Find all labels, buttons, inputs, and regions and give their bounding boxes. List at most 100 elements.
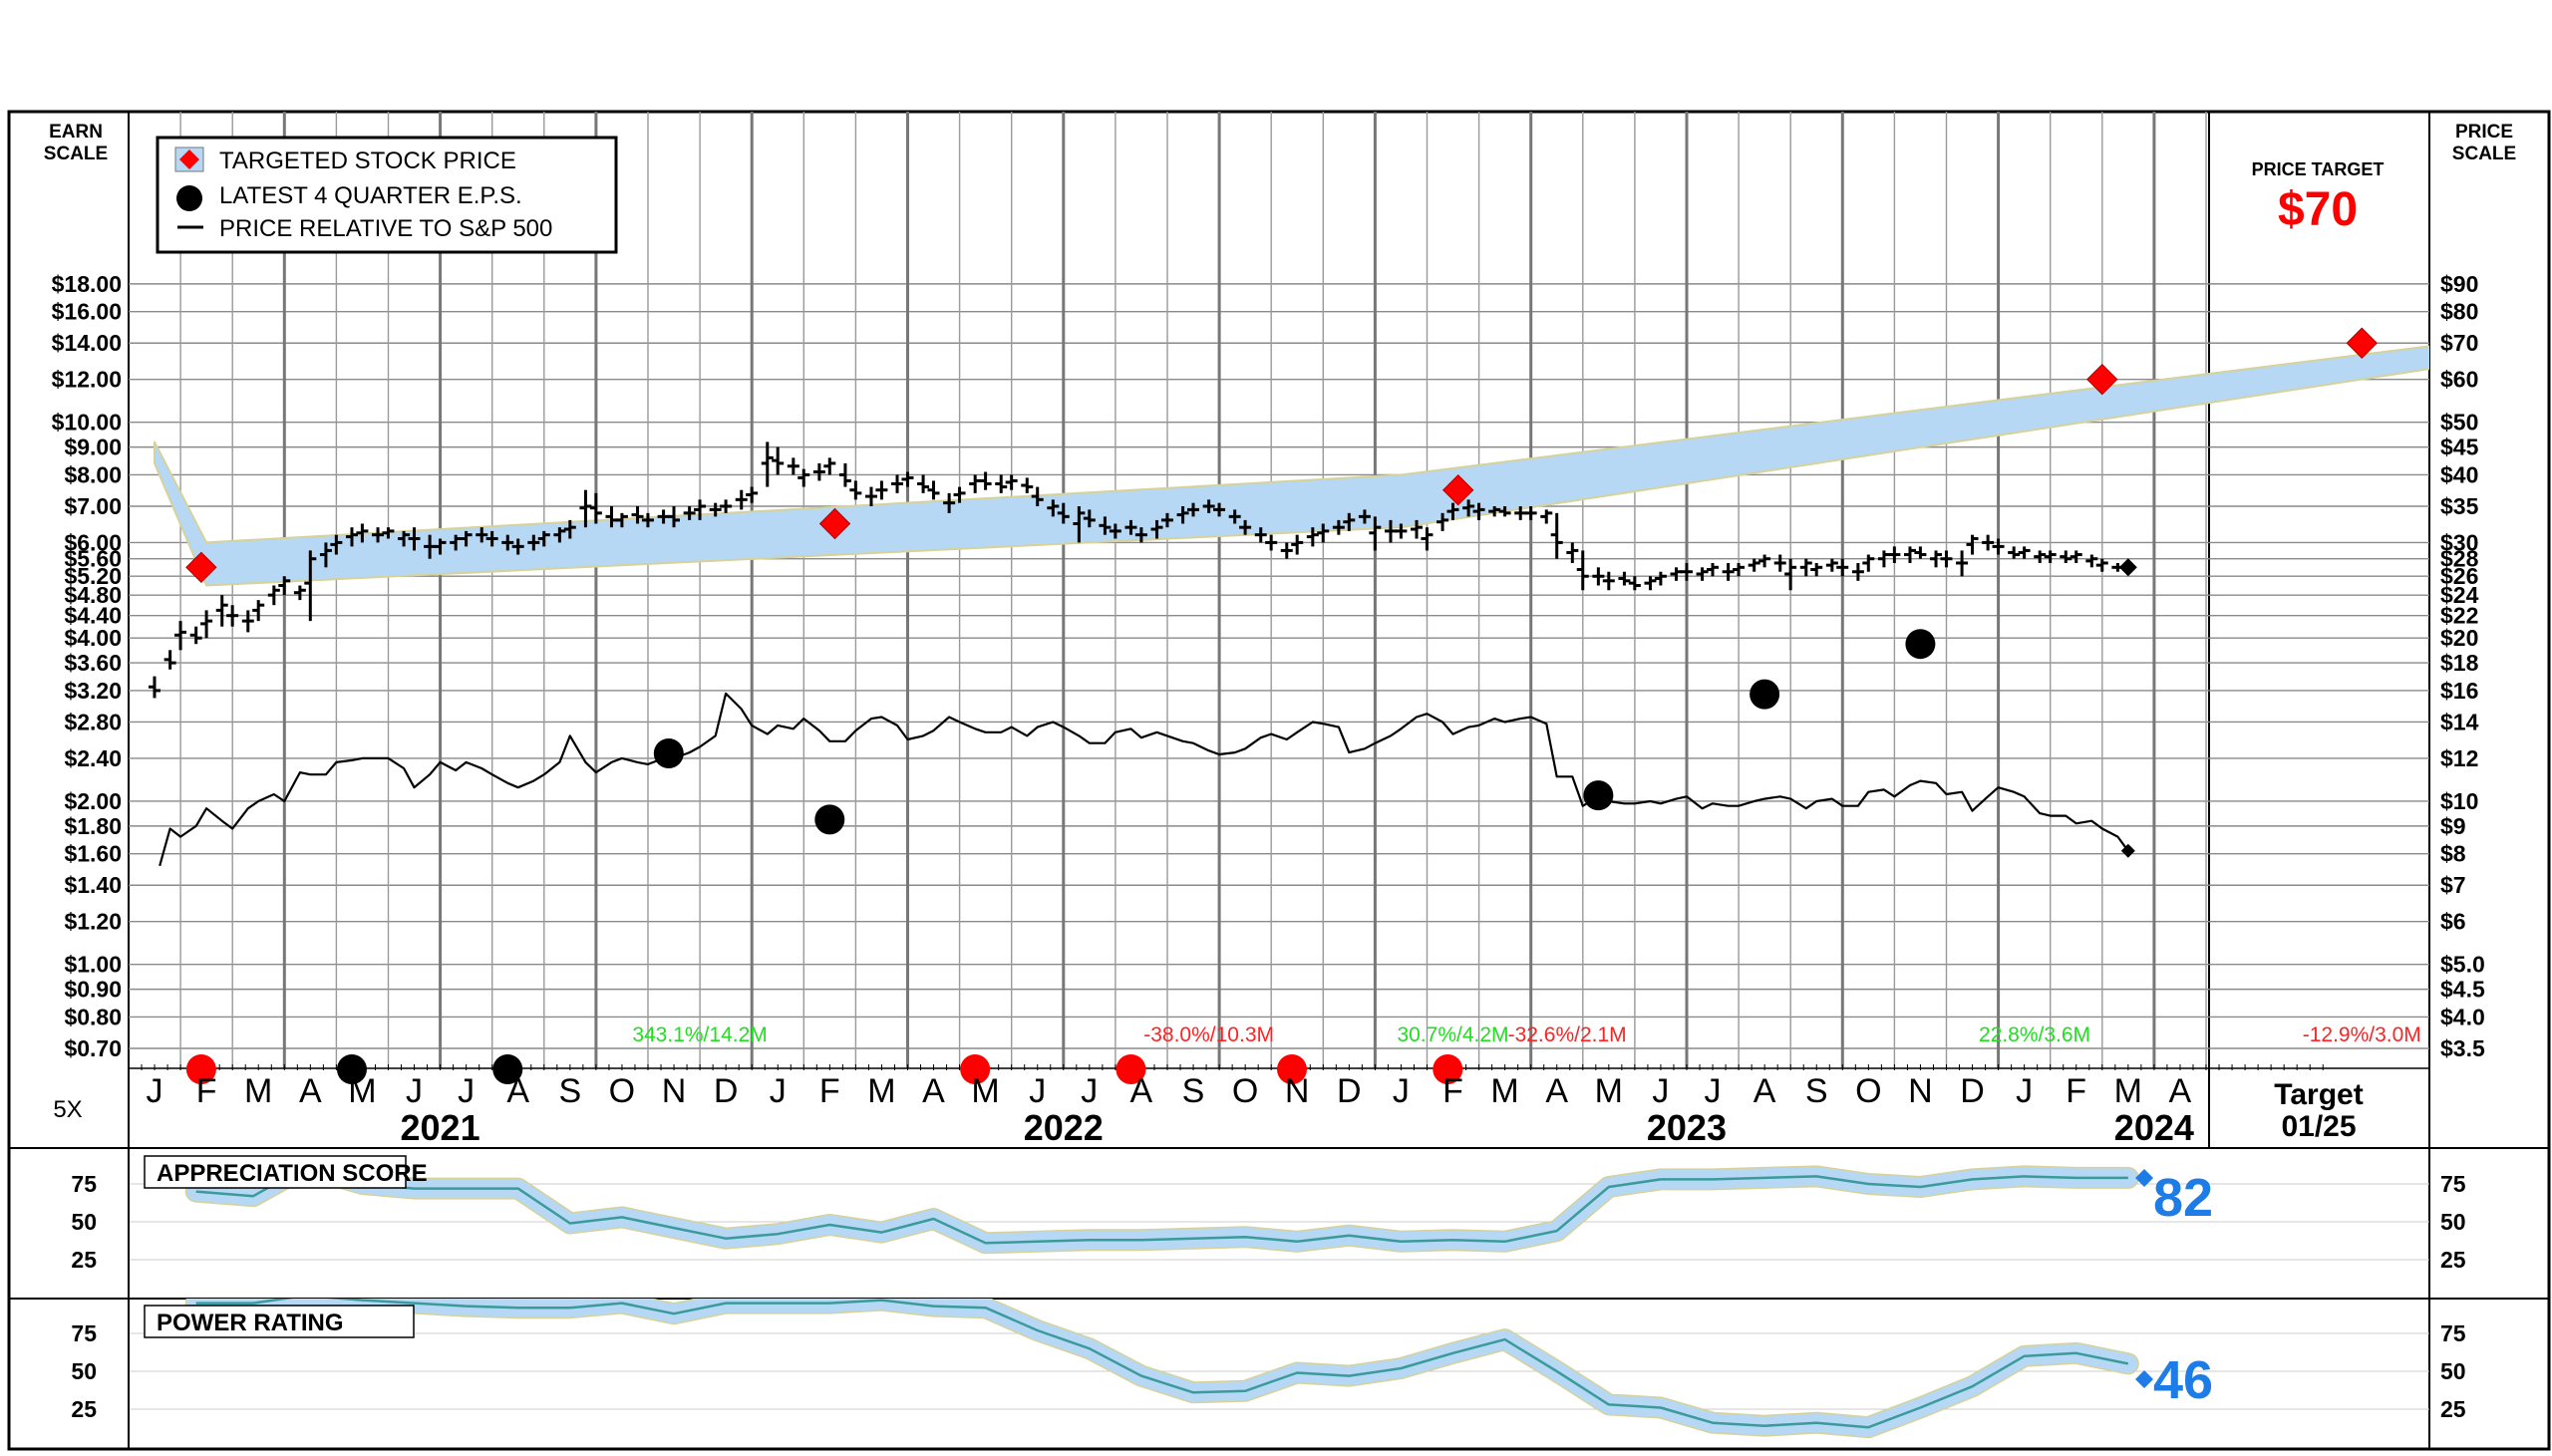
price-bar [1291,534,1304,555]
price-bar [1851,562,1864,581]
sub-right-tick: 25 [2440,1247,2466,1273]
month-label: M [971,1072,999,1110]
appreciation-latest-marker [2135,1169,2153,1187]
price-bar [668,506,680,528]
price-bar [1784,558,1797,591]
price-bar [1550,512,1563,559]
right-tick-label: $22 [2440,603,2478,629]
price-bar [2085,554,2098,568]
legend: TARGETED STOCK PRICE LATEST 4 QUARTER E.… [156,136,618,254]
price-bar [735,489,748,510]
price-bar [215,595,228,627]
price-bar [1966,534,1979,555]
price-bar [1306,527,1319,547]
power-latest-marker [2135,1370,2153,1388]
price-bar [1825,558,1838,572]
price-bar [537,530,550,547]
right-tick-label: $70 [2440,330,2478,356]
price-bar [1670,567,1683,581]
price-bar [995,474,1008,493]
left-tick-label: $4.40 [64,603,122,629]
appreciation-score-series-line [195,1166,2128,1245]
target-date-line1: Target [2274,1078,2363,1111]
sub-right-tick: 50 [2440,1358,2466,1384]
month-label: O [609,1072,635,1110]
event-dot [1276,1054,1307,1084]
power-rating-label: POWER RATING [157,1310,344,1336]
target-price-marker [818,507,851,540]
right-tick-label: $50 [2440,410,2478,436]
legend-box [156,136,618,254]
price-bar [1073,506,1086,543]
right-tick-label: $3.5 [2440,1035,2485,1061]
price-bar [683,506,696,520]
price-bar [589,492,602,524]
right-tick-label: $80 [2440,299,2478,325]
month-label: J [1652,1072,1669,1110]
price-bar [1592,567,1605,586]
target-band-area [154,345,2429,587]
right-tick-label: $20 [2440,625,2478,651]
right-axis-title-line2: SCALE [2452,144,2516,164]
volume-annotation: 343.1%/14.2M [632,1023,767,1046]
month-label: M [1490,1072,1518,1110]
price-bar [1940,550,1953,568]
right-tick-label: $30 [2440,529,2478,555]
price-bar [2008,546,2021,559]
right-tick-label: $26 [2440,563,2478,589]
power-label-box [144,1305,415,1338]
price-bar [1888,546,1901,563]
price-bar [812,462,825,481]
left-tick-label: $14.00 [52,330,122,356]
month-label: A [299,1072,322,1110]
right-tick-label: $28 [2440,546,2479,572]
price-bar [838,462,851,487]
power-rating-series-line [195,1299,2129,1429]
right-tick-label: $24 [2440,582,2479,608]
right-tick-label: $45 [2440,435,2479,460]
price-bar [641,512,654,528]
sub-left-tick: 75 [71,1171,97,1197]
right-tick-label: $18 [2440,650,2479,676]
price-bar [1436,512,1449,531]
price-bar [501,534,514,551]
volume-annotation: -12.9%/3.0M [2303,1023,2421,1046]
left-axis-title-line1: EARN [49,122,103,143]
price-bar [163,650,176,670]
legend-eps-icon [176,185,202,211]
appreciation-score-value: 82 [2153,1168,2213,1228]
month-label: M [2114,1072,2142,1110]
month-label: D [1960,1072,1985,1110]
target-date-line2: 01/25 [2281,1110,2356,1143]
price-bar [330,534,343,555]
left-tick-label: $1.20 [64,909,122,935]
month-label: J [1029,1072,1046,1110]
month-label: F [819,1072,840,1110]
event-dot [336,1054,367,1084]
appreciation-score-label: APPRECIATION SCORE [157,1160,428,1187]
volume-annotation: 22.8%/3.6M [1979,1023,2090,1046]
left-tick-label: $5.20 [64,563,122,589]
price-bar [1239,519,1252,535]
price-bar [2018,546,2031,559]
sub-right-tick: 50 [2440,1209,2466,1235]
price-bar [1228,509,1241,524]
right-tick-label: $5.0 [2440,952,2485,978]
month-label: M [1595,1072,1623,1110]
price-bar [787,457,799,475]
price-bar [1733,562,1746,577]
price-bar [579,489,592,528]
legend-item-targeted-price: TARGETED STOCK PRICE [219,147,516,174]
price-bar [1576,550,1589,591]
price-bar [615,512,628,528]
year-label: 2024 [2114,1107,2194,1148]
left-tick-label: $2.00 [64,788,122,814]
price-bar [1332,519,1345,535]
right-tick-label: $8 [2440,841,2466,867]
grid [128,112,2429,1410]
chart-frame [7,110,2551,1451]
appreciation-score-series [184,1156,2139,1255]
power-rating-value: 46 [2153,1350,2213,1410]
price-bar [1057,502,1070,524]
